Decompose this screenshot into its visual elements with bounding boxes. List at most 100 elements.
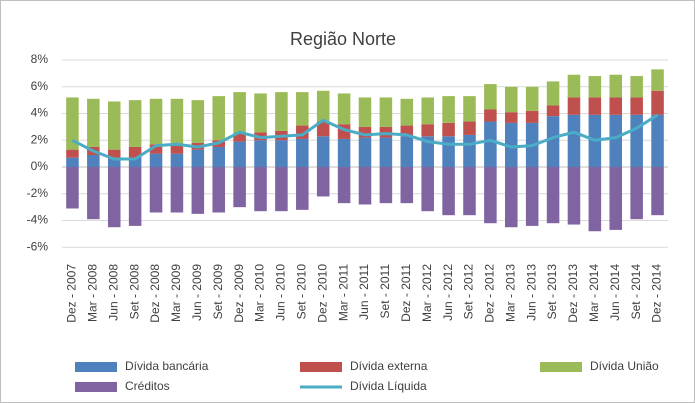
bar [212,146,225,168]
bar [170,144,184,154]
bar [442,136,455,168]
y-tick-label: 6% [31,79,49,93]
y-tick-label: 2% [31,132,49,146]
bar [254,167,267,212]
x-tick-label: Jun - 2013 [524,264,538,321]
bar [484,109,497,122]
bar [505,122,518,168]
bar [66,97,79,150]
bar [442,167,455,216]
bar [463,167,476,216]
bar [254,140,267,168]
bar [87,98,100,147]
x-tick-label: Dez - 2010 [315,264,329,323]
y-tick-label: -6% [27,239,49,253]
bar [567,114,581,168]
bar [233,92,246,134]
x-tick-label: Set - 2014 [629,264,643,320]
bar [107,167,121,228]
x-tick-label: Jun - 2008 [106,264,120,321]
bar [358,126,372,138]
bar [484,84,497,110]
bar [505,86,518,113]
x-tick-label: Mar - 2010 [253,264,267,322]
bar [400,167,414,204]
x-tick-label: Mar - 2012 [420,264,434,322]
bar [170,167,184,213]
bar [630,76,643,98]
bar [400,136,414,168]
bar [87,167,100,220]
bar [630,114,643,168]
bar [316,90,330,122]
bar [546,105,560,117]
bar [651,69,664,91]
x-tick-label: Jun - 2010 [274,264,288,321]
x-tick-label: Dez - 2014 [650,264,664,323]
bar [546,167,560,224]
bar [442,122,455,137]
bar [191,149,205,168]
bar [107,101,121,150]
bar [400,125,414,137]
legend-label: Dívida bancária [125,359,209,373]
bar [149,144,163,154]
bar [149,98,163,145]
x-tick-label: Set - 2009 [211,264,225,320]
legend-swatch [540,362,582,372]
chart-title: Região Norte [290,29,396,49]
bar [233,167,246,208]
bar [275,140,288,168]
x-tick-label: Mar - 2009 [169,264,183,322]
bar [421,124,434,137]
bar [609,114,623,168]
y-tick-label: 0% [31,159,49,173]
bar [296,138,309,168]
x-tick-label: Dez - 2011 [399,264,413,322]
bar [170,98,184,145]
bar [567,74,581,98]
bar [316,167,330,197]
bar [337,93,351,125]
x-tick-label: Set - 2008 [127,264,141,320]
legend-swatch [75,362,117,372]
y-tick-label: -4% [27,213,49,227]
y-tick-label: 4% [31,106,49,120]
bar [212,167,225,213]
bar [588,76,602,98]
bar [212,96,225,141]
bar [651,114,664,168]
x-tick-label: Mar - 2014 [587,264,601,322]
bar [66,167,79,209]
bar [128,146,142,158]
legend-swatch [300,362,342,372]
bar [275,167,288,212]
x-tick-label: Dez - 2007 [65,264,79,323]
bar [379,97,393,127]
bar [128,167,142,226]
x-tick-label: Jun - 2009 [190,264,204,321]
bar [484,121,497,168]
x-tick-label: Dez - 2009 [232,264,246,323]
bar [651,167,664,216]
bar [233,133,246,142]
bar [191,167,205,214]
bar [87,154,100,168]
x-tick-label: Mar - 2013 [503,264,517,322]
line [71,113,659,161]
bar [275,92,288,131]
bar [630,97,643,115]
legend-swatch [75,382,117,392]
bar [316,121,330,137]
bar [66,149,79,158]
bar [107,159,121,168]
bar [337,167,351,204]
bar [463,96,476,122]
bar [66,157,79,168]
bar [630,167,643,220]
x-tick-label: Dez - 2013 [566,264,580,323]
bar [107,149,121,159]
bar [149,167,163,213]
